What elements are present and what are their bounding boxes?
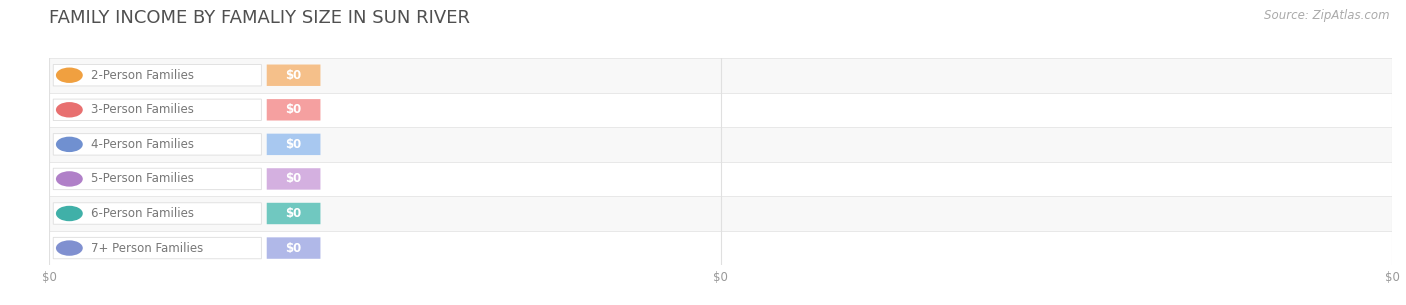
FancyBboxPatch shape xyxy=(267,203,321,224)
Text: 6-Person Families: 6-Person Families xyxy=(91,207,194,220)
FancyBboxPatch shape xyxy=(53,203,262,224)
FancyBboxPatch shape xyxy=(53,237,262,259)
Bar xyxy=(49,231,1392,265)
Ellipse shape xyxy=(56,102,83,117)
Text: $0: $0 xyxy=(285,138,302,151)
FancyBboxPatch shape xyxy=(267,65,321,86)
Text: $0: $0 xyxy=(285,69,302,82)
Ellipse shape xyxy=(56,137,83,152)
Text: $0: $0 xyxy=(285,242,302,255)
Ellipse shape xyxy=(56,206,83,221)
FancyBboxPatch shape xyxy=(53,134,262,155)
Bar xyxy=(49,92,1392,127)
Text: $0: $0 xyxy=(285,103,302,116)
FancyBboxPatch shape xyxy=(267,134,321,155)
Text: $0: $0 xyxy=(285,207,302,220)
FancyBboxPatch shape xyxy=(53,168,262,190)
Text: 7+ Person Families: 7+ Person Families xyxy=(91,242,202,255)
Bar xyxy=(49,127,1392,162)
Text: FAMILY INCOME BY FAMALIY SIZE IN SUN RIVER: FAMILY INCOME BY FAMALIY SIZE IN SUN RIV… xyxy=(49,9,470,27)
Bar xyxy=(49,58,1392,92)
Text: 3-Person Families: 3-Person Families xyxy=(91,103,194,116)
FancyBboxPatch shape xyxy=(53,99,262,120)
FancyBboxPatch shape xyxy=(267,168,321,190)
Bar xyxy=(49,162,1392,196)
FancyBboxPatch shape xyxy=(267,237,321,259)
Text: 4-Person Families: 4-Person Families xyxy=(91,138,194,151)
Text: Source: ZipAtlas.com: Source: ZipAtlas.com xyxy=(1264,9,1389,22)
Ellipse shape xyxy=(56,171,83,187)
Ellipse shape xyxy=(56,240,83,256)
FancyBboxPatch shape xyxy=(53,65,262,86)
Ellipse shape xyxy=(56,67,83,83)
Bar xyxy=(49,196,1392,231)
Text: 2-Person Families: 2-Person Families xyxy=(91,69,194,82)
Text: 5-Person Families: 5-Person Families xyxy=(91,172,194,185)
FancyBboxPatch shape xyxy=(267,99,321,120)
Text: $0: $0 xyxy=(285,172,302,185)
